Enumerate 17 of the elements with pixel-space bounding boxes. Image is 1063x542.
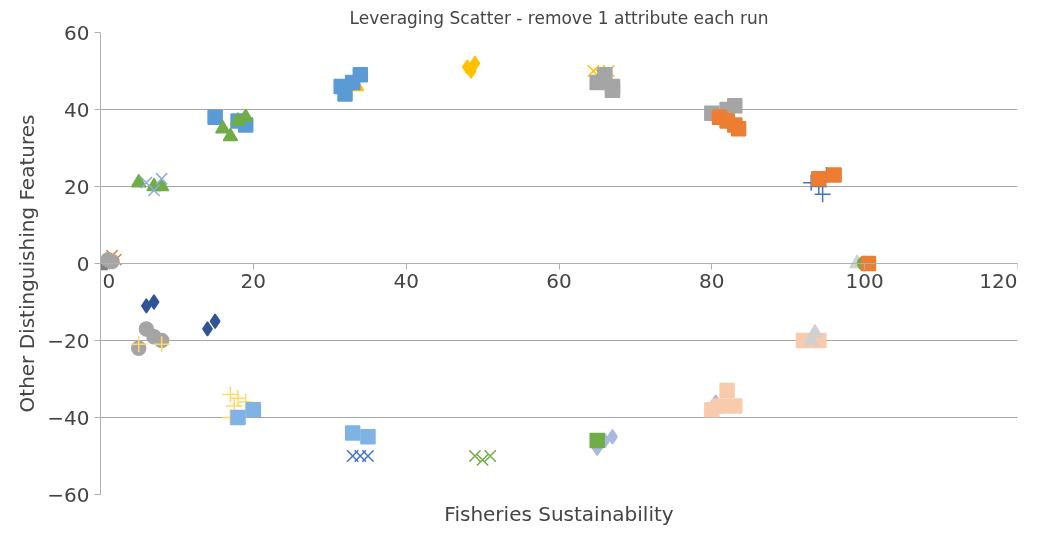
x-tick-label: 0 [102, 268, 116, 293]
x-tick-label: 120 [979, 268, 1018, 293]
y-tick-label: −60 [47, 482, 90, 507]
y-tick-label: 60 [64, 20, 90, 45]
y-tick-label: 20 [64, 174, 90, 199]
x-tick-label: 60 [546, 268, 572, 293]
x-tick-label: 40 [393, 268, 419, 293]
x-tick-label: 100 [845, 268, 884, 293]
y-tick-label: 0 [76, 251, 90, 276]
y-tick-label: −20 [47, 328, 90, 353]
x-tick-label: 20 [240, 268, 267, 293]
x-axis-title: Fisheries Sustainability [444, 501, 674, 526]
y-tick-label: 40 [64, 97, 90, 122]
x-tick-label: 80 [699, 268, 725, 293]
y-axis-title: Other Distinguishing Features [15, 114, 40, 413]
chart-title: Leveraging Scatter - remove 1 attribute each run [349, 7, 769, 28]
y-tick-label: −40 [47, 405, 90, 430]
